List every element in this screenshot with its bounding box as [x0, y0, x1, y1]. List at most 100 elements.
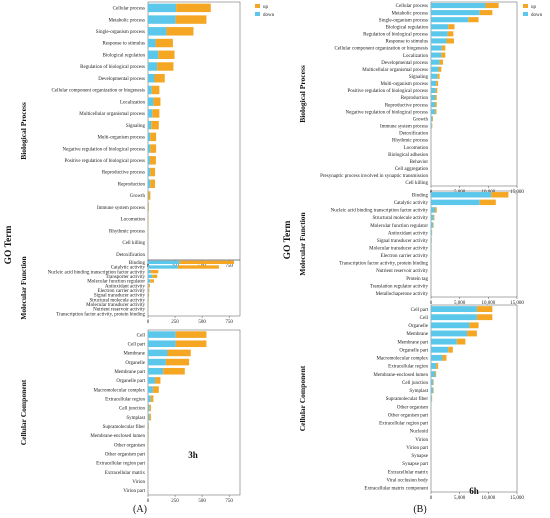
bar-up — [468, 17, 479, 23]
category-label: Cell killing — [405, 181, 428, 186]
bar-up — [175, 331, 207, 338]
category-label: Signaling — [409, 75, 429, 80]
category-label: Membrane — [123, 352, 145, 357]
bar-down — [148, 260, 180, 265]
category-label: Nucleic acid binding transcription facto… — [48, 270, 146, 275]
category-label: Response to stimulus — [102, 42, 145, 47]
chart-panel-3h: Cellular process Metabolic process Single-… — [4, 1, 275, 515]
bar-down — [431, 109, 436, 115]
bar-down — [431, 237, 432, 243]
section-cellular-component: Cell part Cell Organelle Membrane Membrane p… — [298, 304, 524, 501]
bar-down — [148, 156, 150, 165]
bar-down — [148, 265, 178, 269]
bar-up — [447, 31, 454, 37]
x-tick-label: 750 — [225, 264, 233, 269]
bar-down — [148, 27, 167, 36]
category-label: Transporter activity — [106, 275, 146, 280]
category-label: Structural molecule activity — [372, 216, 428, 221]
bar-down — [431, 87, 436, 94]
x-tick-label: 5,000 — [454, 301, 466, 306]
bar-down — [431, 371, 436, 378]
bar-up — [167, 349, 191, 357]
bar-up — [485, 2, 499, 9]
bar-up — [491, 192, 509, 198]
bar-down — [431, 24, 449, 30]
bar-down — [431, 214, 434, 221]
category-label: Locomotion — [121, 218, 146, 223]
bar-up — [150, 279, 154, 283]
category-label: Transcription factor activity, protein b… — [339, 262, 428, 267]
category-label: Structural molecule activity — [89, 298, 145, 303]
bar-up — [436, 363, 439, 369]
bar-down — [148, 367, 164, 375]
bar-up — [435, 102, 437, 108]
bar-down — [431, 379, 434, 386]
x-tick-label: 250 — [171, 499, 179, 504]
category-label: Molecular transducer activity — [86, 303, 145, 308]
bar-down — [431, 73, 438, 79]
plot-frame — [430, 1, 518, 187]
bar-up — [442, 354, 447, 361]
category-label: Cellular component organization or bioge… — [52, 89, 146, 94]
category-label: Cell aggregation — [395, 167, 429, 172]
category-label: Localization — [120, 100, 145, 105]
category-label: Membrane-enclosed lumen — [373, 373, 428, 378]
bar-down — [148, 144, 151, 153]
bar-down — [148, 85, 152, 95]
category-label: Binding — [129, 261, 146, 266]
section-biological-process: Cellular process Metabolic process Single-… — [298, 1, 524, 195]
bar-down — [431, 338, 457, 345]
bar-up — [467, 330, 477, 337]
bar-up — [148, 293, 150, 297]
legend-swatch-down — [523, 12, 528, 16]
bar-up — [148, 288, 150, 293]
bar-down — [431, 102, 436, 108]
category-label: Organelle part — [116, 379, 145, 384]
bar-up — [476, 314, 493, 321]
category-label: Electron carrier activity — [98, 289, 146, 294]
bar-up — [432, 116, 434, 122]
bar-up — [149, 156, 156, 165]
category-label: Immune system process — [97, 206, 145, 211]
category-label: Biological regulation — [103, 53, 146, 58]
category-label: Locomotion — [404, 146, 429, 151]
bar-down — [148, 38, 156, 48]
bar-up — [150, 179, 156, 188]
category-label: Extracellular matrix — [388, 470, 429, 475]
category-label: Extracellular matrix — [105, 471, 146, 476]
bar-down — [148, 331, 176, 338]
category-label: Transcription factor activity, protein b… — [56, 312, 145, 317]
section-title: Cellular Component — [298, 365, 307, 431]
category-label: Organelle — [408, 324, 428, 329]
legend-label-up: up — [531, 5, 537, 10]
category-label: Positive regulation of biological proces… — [347, 89, 428, 94]
bar-up — [435, 207, 437, 213]
bar-down — [431, 94, 436, 101]
section-title: Biological Process — [298, 65, 307, 123]
category-label: Other organism — [114, 443, 145, 448]
category-label: Extracellular region — [105, 397, 145, 402]
category-label: Extracellular region part — [96, 462, 145, 467]
category-label: Macromolecular complex — [376, 357, 428, 362]
bar-down — [148, 74, 155, 83]
bar-up — [469, 322, 479, 329]
category-label: Cellular component organization or bioge… — [335, 47, 429, 52]
category-label: Other organism — [397, 405, 428, 410]
bar-down — [431, 222, 434, 228]
x-tick-label: 0 — [430, 301, 433, 306]
section-molecular-function: Binding Catalytic activity Nucleic acid bi… — [298, 190, 524, 306]
plot-frame — [430, 190, 518, 298]
category-label: Reproduction — [118, 182, 146, 187]
category-label: Other organism part — [105, 452, 146, 457]
bar-down — [148, 269, 151, 274]
section-title: Molecular Function — [298, 211, 307, 275]
category-label: Multi-organism process — [380, 82, 428, 87]
bar-down — [431, 306, 477, 312]
category-label: Signaling — [126, 124, 146, 129]
bar-down — [431, 123, 432, 129]
legend-label-down: down — [263, 13, 275, 18]
category-label: Cell junction — [119, 407, 145, 412]
bar-up — [157, 62, 174, 71]
bar-down — [148, 349, 168, 357]
bar-up — [150, 269, 159, 274]
